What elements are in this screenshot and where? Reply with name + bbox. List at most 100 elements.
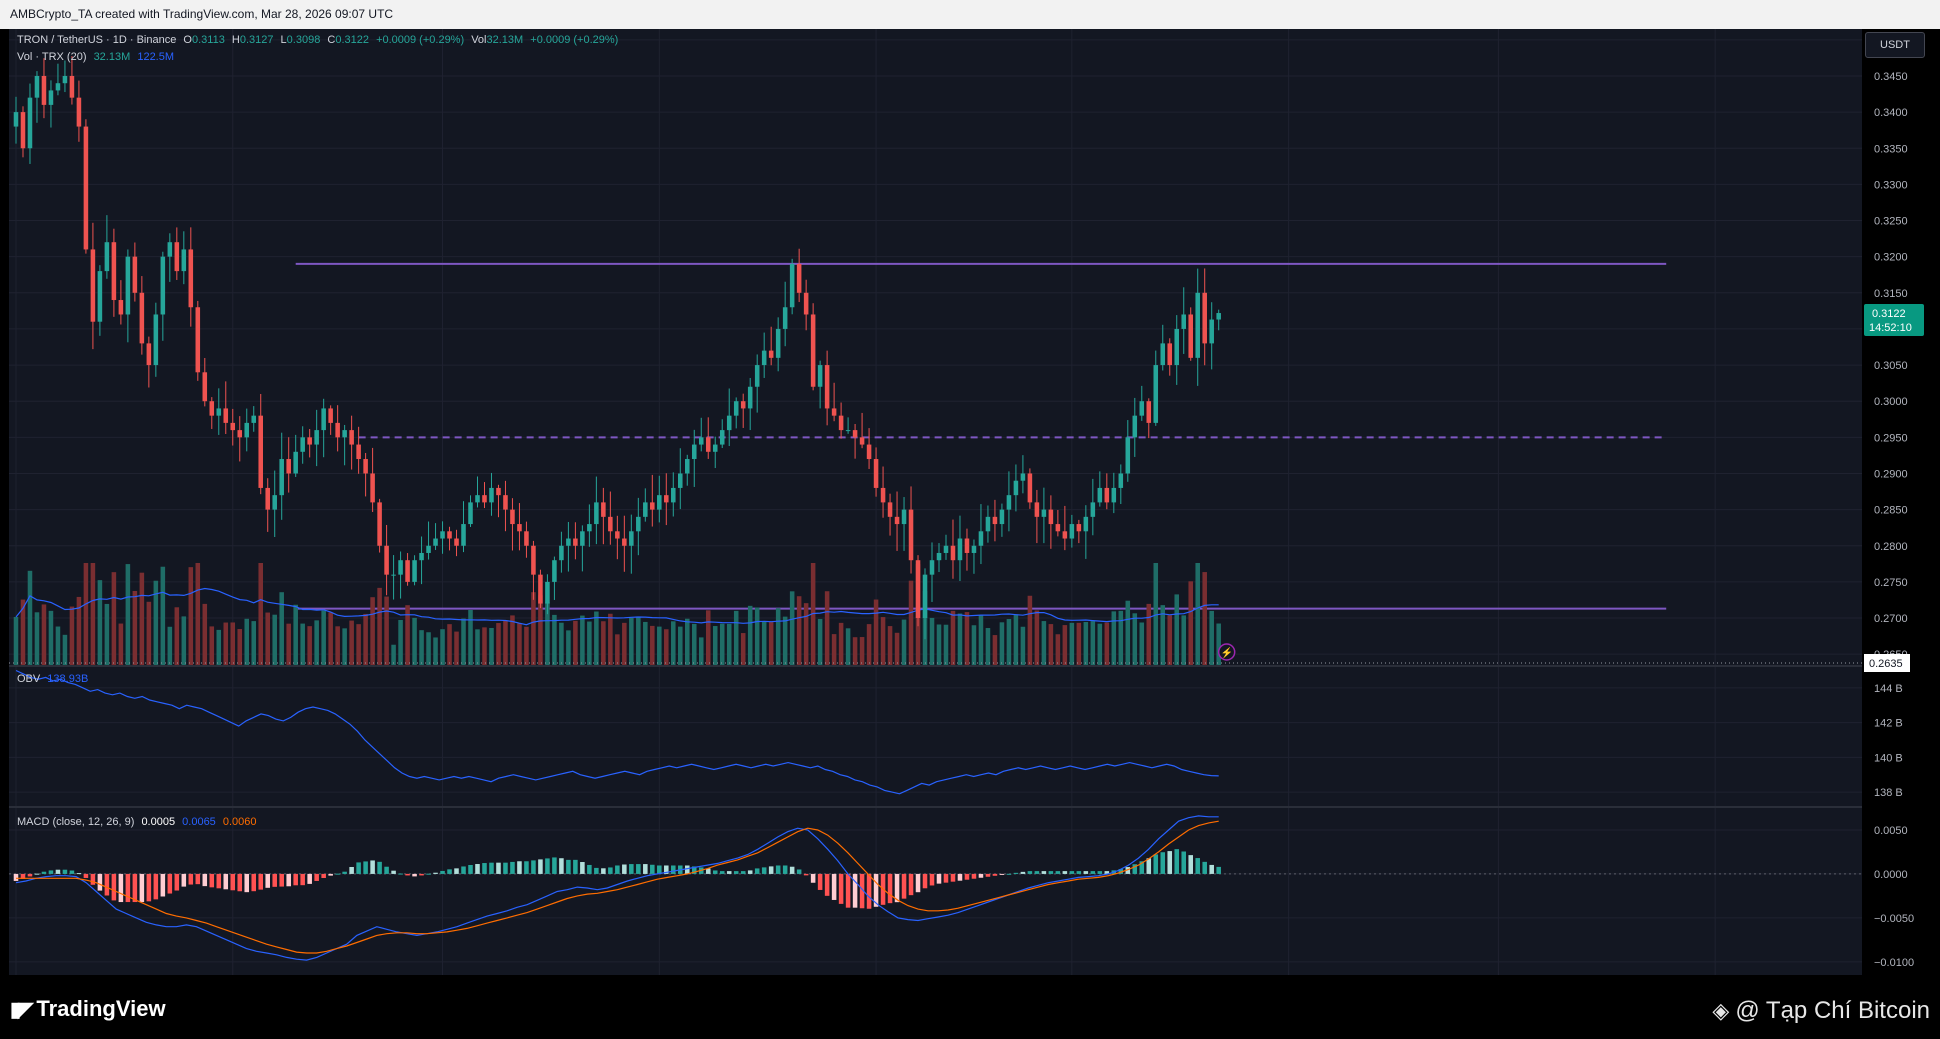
candle-body[interactable]	[691, 444, 697, 460]
candle-body[interactable]	[643, 502, 648, 517]
candle-body[interactable]	[1195, 292, 1200, 358]
candle-body[interactable]	[153, 314, 159, 366]
candle-body[interactable]	[230, 422, 236, 431]
candle-body[interactable]	[181, 249, 187, 272]
candle-body[interactable]	[754, 365, 760, 387]
candle-body[interactable]	[629, 531, 634, 546]
candle-body[interactable]	[321, 408, 326, 431]
candle-body[interactable]	[573, 538, 578, 546]
candle-body[interactable]	[705, 437, 711, 452]
candle-body[interactable]	[733, 401, 739, 416]
candle-body[interactable]	[817, 365, 823, 387]
candle-body[interactable]	[293, 451, 298, 474]
candle-body[interactable]	[1055, 524, 1061, 532]
candle-body[interactable]	[286, 459, 291, 474]
candle-body[interactable]	[1104, 487, 1110, 503]
candle-body[interactable]	[209, 401, 215, 416]
candle-body[interactable]	[761, 350, 767, 366]
candle-body[interactable]	[146, 343, 152, 366]
candle-body[interactable]	[1216, 313, 1221, 320]
candle-body[interactable]	[447, 531, 452, 539]
candle-body[interactable]	[391, 574, 396, 576]
candle-body[interactable]	[608, 516, 613, 532]
candle-body[interactable]	[929, 560, 935, 575]
candle-body[interactable]	[580, 531, 585, 546]
candle-body[interactable]	[538, 574, 543, 604]
candle-body[interactable]	[789, 263, 795, 308]
candle-body[interactable]	[740, 401, 746, 409]
candle-body[interactable]	[1139, 401, 1145, 416]
candle-body[interactable]	[615, 531, 620, 539]
candle-body[interactable]	[964, 538, 970, 553]
candle-body[interactable]	[104, 242, 110, 272]
candle-body[interactable]	[83, 126, 89, 250]
candle-body[interactable]	[1090, 502, 1096, 517]
candle-body[interactable]	[482, 495, 487, 503]
symbol-label[interactable]: TRON / TetherUS · 1D · Binance	[17, 34, 177, 46]
candle-body[interactable]	[475, 495, 480, 503]
candle-body[interactable]	[398, 560, 403, 575]
candle-body[interactable]	[678, 473, 683, 488]
candle-body[interactable]	[13, 112, 19, 127]
candle-body[interactable]	[244, 422, 250, 438]
candle-body[interactable]	[223, 408, 229, 423]
candle-body[interactable]	[545, 581, 550, 604]
candle-body[interactable]	[915, 560, 921, 619]
candle-body[interactable]	[768, 350, 774, 358]
candle-body[interactable]	[1125, 437, 1131, 474]
candle-body[interactable]	[69, 75, 75, 98]
candle-body[interactable]	[601, 502, 606, 517]
candle-body[interactable]	[971, 545, 977, 553]
candle-body[interactable]	[1153, 365, 1159, 423]
candle-body[interactable]	[873, 459, 879, 488]
candle-body[interactable]	[1083, 516, 1089, 532]
candle-body[interactable]	[1209, 319, 1214, 344]
candle-body[interactable]	[258, 415, 264, 488]
candle-body[interactable]	[202, 372, 208, 402]
candle-body[interactable]	[97, 271, 103, 322]
candle-body[interactable]	[698, 437, 704, 445]
candle-body[interactable]	[1027, 473, 1033, 503]
candle-body[interactable]	[314, 430, 319, 445]
candle-body[interactable]	[1174, 328, 1180, 366]
tradingview-logo[interactable]: ▮◤ TradingView	[10, 996, 166, 1022]
support-resistance-lines[interactable]	[295, 262, 1667, 610]
candle-body[interactable]	[272, 495, 277, 510]
candle-body[interactable]	[1146, 401, 1152, 423]
candle-body[interactable]	[174, 242, 180, 272]
candle-body[interactable]	[936, 552, 942, 561]
price-axis[interactable]: 0.26500.27000.27500.28000.28500.29000.29…	[1874, 35, 1914, 969]
candle-body[interactable]	[859, 437, 865, 445]
candle-body[interactable]	[237, 430, 243, 438]
candle-body[interactable]	[433, 538, 438, 546]
candle-body[interactable]	[363, 459, 368, 474]
candle-body[interactable]	[1041, 509, 1047, 517]
candle-body[interactable]	[111, 242, 117, 301]
candle-body[interactable]	[957, 538, 963, 561]
candle-body[interactable]	[62, 75, 68, 84]
candle-body[interactable]	[901, 509, 907, 525]
macd-legend[interactable]: MACD (close, 12, 26, 9) 0.0005 0.0065 0.…	[17, 816, 261, 828]
candle-body[interactable]	[300, 437, 305, 452]
candle-body[interactable]	[1062, 531, 1068, 539]
candle-body[interactable]	[999, 509, 1005, 525]
candle-body[interactable]	[41, 75, 47, 105]
candle-body[interactable]	[1097, 487, 1103, 503]
candle-body[interactable]	[118, 300, 124, 315]
candle-body[interactable]	[188, 249, 194, 308]
candle-body[interactable]	[992, 516, 998, 525]
candle-body[interactable]	[1034, 502, 1040, 517]
candle-body[interactable]	[1013, 480, 1019, 496]
candle-body[interactable]	[1118, 473, 1124, 488]
candle-body[interactable]	[342, 430, 347, 438]
candlesticks[interactable]	[13, 56, 1221, 640]
candle-body[interactable]	[775, 328, 781, 358]
candle-body[interactable]	[307, 437, 312, 445]
candle-body[interactable]	[1020, 473, 1026, 481]
candle-body[interactable]	[566, 538, 571, 546]
candle-body[interactable]	[719, 430, 725, 445]
candle-body[interactable]	[782, 307, 788, 329]
candle-body[interactable]	[587, 524, 592, 532]
pane-separators[interactable]	[9, 665, 1862, 808]
candle-body[interactable]	[803, 292, 809, 315]
